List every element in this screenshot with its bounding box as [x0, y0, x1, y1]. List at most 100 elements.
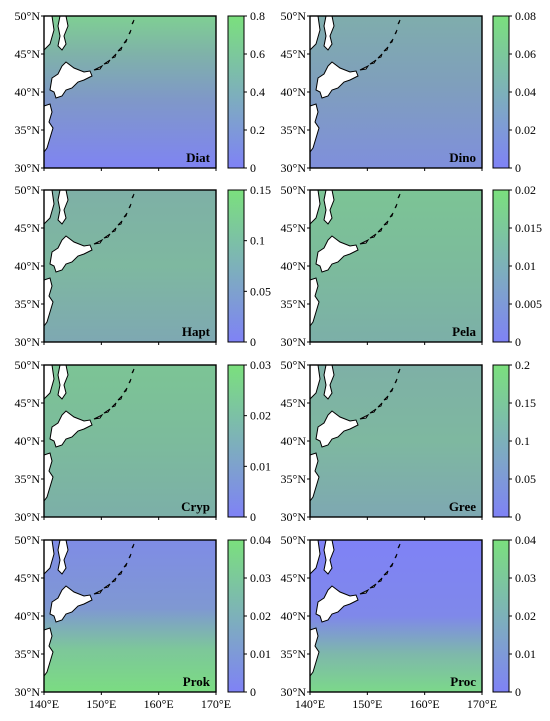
colorbar-tick-label: 0.02 [250, 609, 271, 623]
colorbar-tick-label: 0 [250, 510, 256, 524]
lat-tick-label: 40°N [15, 85, 41, 99]
lat-tick-label: 35°N [15, 297, 41, 311]
colorbar-tick-label: 0.03 [515, 571, 536, 585]
lat-tick-label: 30°N [15, 685, 41, 699]
lat-tick-label: 45°N [281, 396, 307, 410]
ocean-field [44, 16, 216, 168]
lon-tick-label: 140°E [29, 697, 59, 711]
colorbar-scale [492, 189, 510, 343]
lat-tick-label: 50°N [281, 533, 307, 547]
lat-tick-label: 30°N [15, 161, 41, 175]
colorbar: 0 0.02 0.04 0.06 0.08 [492, 9, 536, 175]
map-panel-diat: 50°N 45°N 40°N 35°N 30°N Diat 0 0.2 0.4 0.6 0.8 [15, 9, 265, 175]
group-label: Gree [449, 499, 476, 514]
colorbar-tick-label: 0.015 [515, 221, 542, 235]
colorbar-tick-label: 0.005 [515, 297, 542, 311]
lat-tick-label: 50°N [15, 9, 41, 23]
ocean-field [310, 190, 482, 342]
colorbar: 0 0.005 0.01 0.015 0.02 [492, 183, 542, 349]
ocean-field [44, 540, 216, 692]
map-panel-gree: 50°N 45°N 40°N 35°N 30°N Gree 0 0.05 0.1 0.15 0.2 [281, 358, 536, 524]
lat-tick-label: 45°N [15, 396, 41, 410]
colorbar-tick-label: 0.1 [515, 434, 530, 448]
colorbar-tick-label: 0.02 [515, 123, 536, 137]
lat-tick-label: 30°N [281, 685, 307, 699]
colorbar-tick-label: 0.2 [250, 123, 265, 137]
colorbar-tick-label: 0.04 [515, 533, 536, 547]
lat-tick-label: 50°N [15, 358, 41, 372]
lat-tick-label: 30°N [15, 335, 41, 349]
map-panel-dino: 50°N 45°N 40°N 35°N 30°N Dino 0 0.02 0.04 0.06 0.0… [281, 9, 536, 175]
lat-tick-label: 50°N [15, 183, 41, 197]
lat-tick-label: 35°N [15, 647, 41, 661]
colorbar-scale [492, 15, 510, 169]
lat-tick-label: 50°N [281, 9, 307, 23]
lat-tick-label: 40°N [281, 609, 307, 623]
lon-tick-label: 170°E [467, 697, 497, 711]
colorbar-tick-label: 0.1 [250, 234, 265, 248]
colorbar-tick-label: 0.03 [250, 571, 271, 585]
colorbar-tick-label: 0.8 [250, 9, 265, 23]
colorbar-tick-label: 0.01 [250, 459, 271, 473]
lat-tick-label: 50°N [281, 358, 307, 372]
colorbar-tick-label: 0.08 [515, 9, 536, 23]
colorbar: 0 0.05 0.1 0.15 [227, 183, 271, 349]
colorbar-tick-label: 0.01 [515, 647, 536, 661]
lat-tick-label: 50°N [15, 533, 41, 547]
colorbar-scale [227, 364, 245, 518]
colorbar-tick-label: 0.01 [250, 647, 271, 661]
lon-tick-label: 160°E [144, 697, 174, 711]
colorbar-scale [492, 364, 510, 518]
colorbar-scale [492, 539, 510, 693]
colorbar-tick-label: 0 [515, 335, 521, 349]
colorbar-tick-label: 0 [250, 685, 256, 699]
group-label: Pela [452, 324, 476, 339]
group-label: Diat [186, 150, 211, 165]
colorbar-tick-label: 0.6 [250, 47, 265, 61]
lat-tick-label: 35°N [281, 472, 307, 486]
colorbar-tick-label: 0.04 [250, 533, 271, 547]
lat-tick-label: 40°N [15, 434, 41, 448]
colorbar-tick-label: 0.02 [515, 609, 536, 623]
colorbar-tick-label: 0.04 [515, 85, 536, 99]
colorbar-tick-label: 0.15 [515, 396, 536, 410]
lat-tick-label: 35°N [281, 297, 307, 311]
lat-tick-label: 35°N [15, 472, 41, 486]
ocean-field [310, 365, 482, 517]
colorbar-tick-label: 0.05 [515, 472, 536, 486]
colorbar-scale [227, 15, 245, 169]
ocean-field [310, 540, 482, 692]
ocean-field [44, 365, 216, 517]
colorbar-scale [227, 539, 245, 693]
colorbar: 0 0.01 0.02 0.03 0.04 [227, 533, 271, 699]
ocean-field [44, 190, 216, 342]
colorbar-tick-label: 0 [250, 161, 256, 175]
colorbar: 0 0.2 0.4 0.6 0.8 [227, 9, 265, 175]
lat-tick-label: 40°N [281, 434, 307, 448]
colorbar-tick-label: 0 [515, 510, 521, 524]
map-panel-pela: 50°N45°N40°N35°N30°NPela00.0050.010.0150… [281, 183, 542, 349]
group-label: Proc [450, 674, 476, 689]
lon-tick-label: 170°E [201, 697, 231, 711]
group-label: Dino [449, 150, 476, 165]
group-label: Cryp [181, 499, 210, 514]
colorbar: 0 0.01 0.02 0.03 [227, 358, 271, 524]
map-panel-cryp: 50°N 45°N 40°N 35°N 30°N Cryp 0 0.01 0.02 0.03 [15, 358, 271, 524]
lat-tick-label: 45°N [281, 571, 307, 585]
lon-tick-label: 150°E [352, 697, 382, 711]
lat-tick-label: 35°N [15, 123, 41, 137]
lat-tick-label: 50°N [281, 183, 307, 197]
colorbar-tick-label: 0.4 [250, 85, 265, 99]
lat-tick-label: 30°N [15, 510, 41, 524]
lat-tick-label: 45°N [15, 47, 41, 61]
colorbar-tick-label: 0.2 [515, 358, 530, 372]
colorbar-tick-label: 0 [515, 161, 521, 175]
colorbar-tick-label: 0.15 [250, 183, 271, 197]
lon-tick-label: 140°E [295, 697, 325, 711]
colorbar: 0 0.05 0.1 0.15 0.2 [492, 358, 536, 524]
lat-tick-label: 40°N [15, 609, 41, 623]
lat-tick-label: 35°N [281, 647, 307, 661]
lon-tick-label: 150°E [86, 697, 116, 711]
